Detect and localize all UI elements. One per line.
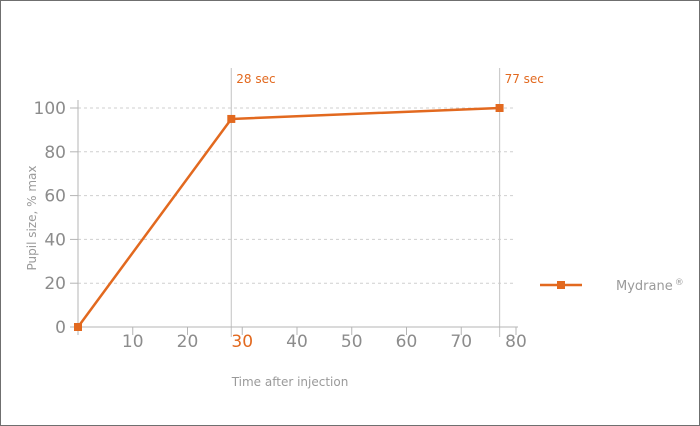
x-tick-label-30: 30 [231, 332, 253, 352]
y-tick-label-100: 100 [34, 99, 66, 119]
y-tick-label-60: 60 [44, 187, 66, 207]
x-tick-label-60: 60 [396, 332, 418, 352]
y-tick-label-20: 20 [44, 274, 66, 294]
y-tick-label-80: 80 [44, 143, 66, 163]
series-layer [74, 104, 504, 331]
y-axis-title: Pupil size, % max [25, 166, 39, 271]
data-point-0-0 [74, 323, 82, 331]
tick-labels: 0 20 40 60 80 100 10 20 30 40 50 60 70 80 [34, 99, 527, 352]
annotation-label-0: 28 sec [236, 72, 275, 86]
annotation-label-1: 77 sec [505, 72, 544, 86]
annotation-lines: 28 sec 77 sec [230, 68, 544, 337]
svg-text:Mydrane®: Mydrane ® [616, 278, 684, 294]
legend: Mydrane ® [540, 278, 684, 294]
x-tick-label-20: 20 [177, 332, 199, 352]
x-axis-title: Time after injection [231, 375, 349, 389]
grid-lines [78, 107, 516, 284]
x-tick-label-10: 10 [122, 332, 144, 352]
legend-marker [557, 281, 565, 289]
x-tick-label-70: 70 [450, 332, 472, 352]
legend-series-suffix: ® [675, 278, 684, 288]
legend-series-name: Mydrane [616, 279, 673, 294]
data-point-0-1 [227, 114, 236, 123]
y-tick-label-0: 0 [55, 318, 66, 338]
y-tick-label-40: 40 [44, 230, 66, 250]
x-tick-label-50: 50 [341, 332, 363, 352]
data-point-0-2 [495, 104, 504, 112]
axes [70, 100, 518, 335]
x-tick-label-80: 80 [505, 332, 527, 352]
series-line-0 [76, 106, 500, 328]
x-tick-label-40: 40 [286, 332, 308, 352]
